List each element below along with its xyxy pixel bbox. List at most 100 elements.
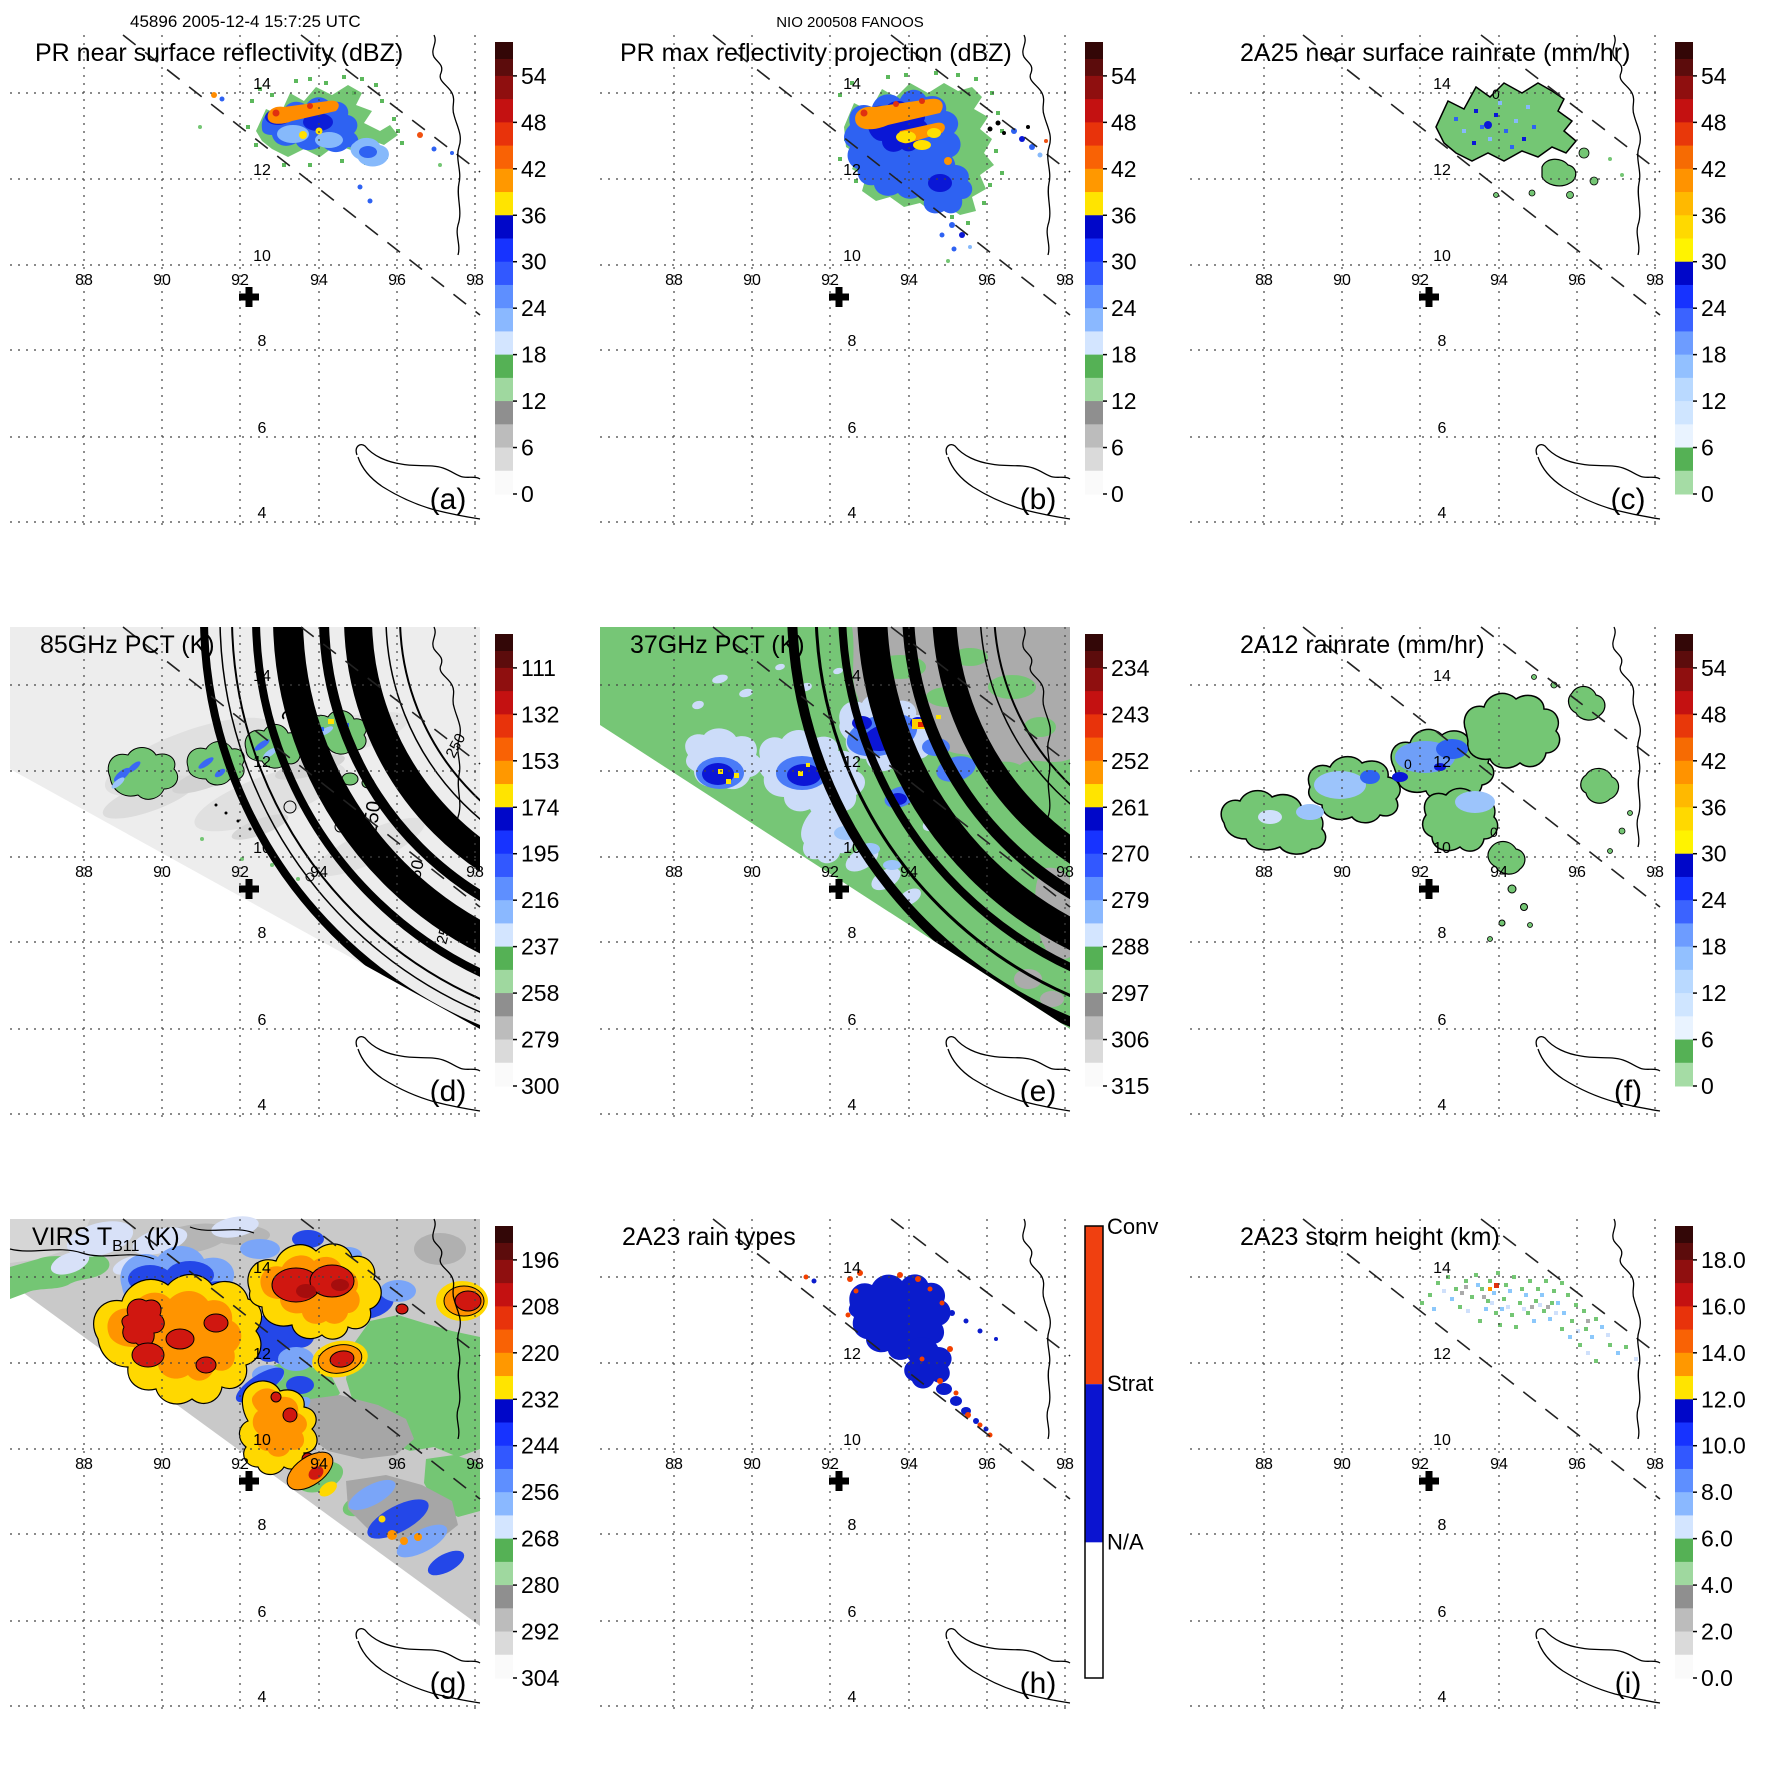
data-dot: [893, 101, 899, 107]
data-speckle: [1504, 129, 1508, 133]
colorbar-segment: [495, 946, 513, 971]
lon-tick-label: 88: [665, 272, 683, 289]
colorbar-segment: [495, 1226, 513, 1244]
data-blob: [988, 675, 1036, 699]
data-speckle: [1488, 1279, 1492, 1283]
colorbar-segment: [495, 215, 513, 239]
colorbar-segment: [1675, 807, 1693, 831]
colorbar-tick-label: 36: [1111, 202, 1137, 228]
data-blob: [107, 747, 179, 800]
colorbar-segment: [1675, 1561, 1693, 1586]
data-speckle: [1446, 1275, 1450, 1279]
colorbar-tick-label: 195: [521, 841, 559, 867]
data-speckle: [374, 83, 378, 87]
data-speckle: [308, 77, 312, 81]
data-pixel: [798, 771, 803, 776]
colorbar-tick-label: 6: [1701, 435, 1714, 461]
colorbar-segment: [1675, 969, 1693, 994]
colorbar-segment: [495, 714, 513, 739]
panel-cell-e: 88 90 92 94 96 98 14 12 10 8 6 4 37GHz PCT (K) (e) 234…: [590, 622, 1180, 1214]
map-area-c: 0 88 90 92 94 96 98 14 12 10 8 6 4 2A25 near surface …: [1190, 34, 1664, 525]
data-blob: [211, 1216, 259, 1238]
lat-tick-label: 8: [848, 1517, 857, 1534]
data-speckle: [1512, 1275, 1516, 1279]
data-dot: [1044, 139, 1048, 143]
lon-tick-label: 96: [388, 864, 406, 881]
colorbar-tick-label: 48: [1701, 701, 1727, 727]
data-speckle: [1524, 1293, 1528, 1297]
lon-tick-label: 88: [1255, 1456, 1273, 1473]
lon-tick-label: 92: [231, 864, 249, 881]
data-blob: [396, 1524, 448, 1558]
data-speckle: [270, 93, 274, 97]
colorbar-segment: [495, 1259, 513, 1284]
lon-tick-label: 92: [231, 272, 249, 289]
lon-tick-label: 98: [466, 272, 484, 289]
data-speckle: [1600, 1325, 1604, 1329]
data-dot: [951, 246, 957, 252]
panel-title: VIRS TB11 (K): [32, 1223, 180, 1255]
contour-label: 250: [359, 800, 385, 836]
colorbar-segment: [1675, 1283, 1693, 1307]
data-speckle: [1590, 1335, 1594, 1339]
colorbar-segment: [1675, 377, 1693, 402]
data-dot: [968, 245, 972, 249]
lon-tick-label: 92: [821, 864, 839, 881]
data-speckle: [342, 75, 346, 79]
colorbar-tick-label: 54: [1701, 63, 1727, 89]
lat-tick-label: 14: [253, 668, 271, 685]
graticule: [600, 627, 1070, 1117]
colorbar: 54 48 42 36 30 24 18 12 6 0: [495, 42, 547, 507]
data-blob: [1541, 158, 1577, 187]
colorbar-segment: [1675, 238, 1693, 263]
panel-cell-f: 0 0 88 90 92 94 96 98 14 12 10 8 6 4 2A12 rainrate (mm…: [1180, 622, 1771, 1214]
colorbar-segment: [1085, 1016, 1103, 1041]
data-blob: [121, 1298, 165, 1348]
colorbar-segment: [1085, 75, 1103, 100]
colorbar-segment: [1085, 650, 1103, 669]
data-speckle: [1532, 125, 1536, 129]
pr-swath-edge-line: [1480, 34, 1661, 173]
lat-tick-label: 14: [1433, 1260, 1451, 1277]
data-blob: [936, 1383, 952, 1395]
pr-swath-edge-line: [1302, 626, 1661, 908]
data-blob: [359, 146, 377, 158]
data-speckle: [294, 79, 298, 83]
colorbar-segment: [495, 168, 513, 193]
colorbar-segment: [495, 1654, 513, 1679]
panel-title: PR near surface reflectivity (dBZ): [35, 39, 403, 67]
colorbar-segment: [1675, 760, 1693, 785]
colorbar-segment: [1675, 1306, 1693, 1331]
panel-cell-i: 88 90 92 94 96 98 14 12 10 8 6 4 2A23 storm height (…: [1180, 1214, 1771, 1771]
panel-title: 2A23 storm height (km): [1240, 1223, 1500, 1251]
data-blob: [367, 1499, 429, 1539]
colorbar-segment: [495, 447, 513, 472]
data-speckle: [1462, 129, 1466, 133]
colorbar-segment: [1085, 308, 1103, 332]
data-speckle: [250, 99, 254, 103]
panel-i: 88 90 92 94 96 98 14 12 10 8 6 4 2A23 storm height (…: [1190, 1218, 1746, 1709]
colorbar-tick-label: 315: [1111, 1073, 1149, 1099]
colorbar-segment: [1675, 331, 1693, 356]
lat-tick-label: 6: [1438, 420, 1447, 437]
data-blob: [1487, 840, 1526, 875]
data-dot: [853, 1288, 859, 1294]
panel-letter-label: (d): [430, 1075, 467, 1108]
data-dot: [270, 1391, 282, 1403]
data-blob: [712, 674, 728, 684]
colorbar-tick-label: 30: [521, 249, 547, 275]
data-dot: [949, 1310, 955, 1316]
data-blob: [214, 768, 226, 778]
data-blob: [203, 1313, 229, 1333]
data-speckle: [1500, 1307, 1504, 1311]
lat-tick-label: 8: [848, 925, 857, 942]
data-speckle: [1554, 1311, 1558, 1315]
data-speckle: [258, 87, 262, 91]
panel-cell-h: 88 90 92 94 96 98 14 12 10 8 6 4 2A23 rain types (h) C…: [590, 1214, 1180, 1771]
storm-center-marker: [1419, 1471, 1439, 1491]
data-dot: [240, 857, 244, 861]
lon-tick-label: 88: [1255, 272, 1273, 289]
lat-tick-label: 10: [253, 248, 271, 265]
lat-tick-label: 10: [843, 840, 861, 857]
panel-title: 2A25 near surface rainrate (mm/hr): [1240, 39, 1630, 67]
